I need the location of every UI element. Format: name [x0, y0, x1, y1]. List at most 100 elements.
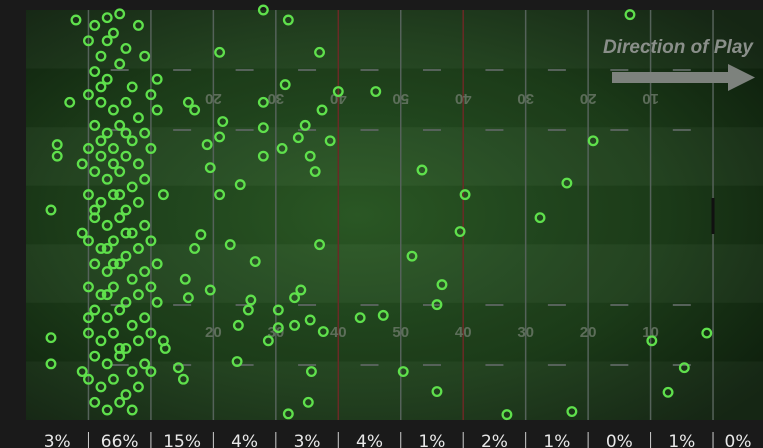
point	[120, 43, 132, 54]
point	[299, 119, 311, 131]
point	[678, 362, 690, 374]
point	[257, 122, 269, 134]
point	[95, 150, 107, 162]
turf-bands	[26, 10, 763, 420]
point	[289, 292, 301, 304]
point	[101, 404, 113, 416]
point	[107, 158, 119, 170]
point	[431, 299, 443, 311]
point	[83, 89, 94, 101]
point	[101, 12, 113, 24]
point	[132, 196, 144, 208]
point	[120, 127, 132, 139]
point	[157, 335, 169, 347]
point	[314, 46, 326, 58]
point	[51, 139, 63, 151]
yard-number: 40	[330, 324, 347, 341]
point	[95, 243, 107, 254]
point	[126, 273, 138, 285]
point	[114, 189, 126, 201]
point	[126, 366, 138, 377]
point	[145, 235, 157, 247]
point	[397, 366, 409, 377]
point	[317, 326, 329, 337]
point	[83, 281, 94, 293]
yard-number: 40	[455, 324, 472, 341]
point	[95, 196, 107, 208]
point	[145, 281, 157, 293]
point	[89, 66, 101, 77]
zone-share: 66%	[101, 432, 139, 448]
point	[217, 116, 229, 127]
point	[214, 131, 226, 143]
point	[177, 373, 189, 385]
point	[304, 150, 316, 162]
point	[101, 173, 113, 185]
point	[45, 358, 57, 370]
point	[120, 204, 132, 216]
point	[101, 243, 113, 254]
yard-number: 20	[580, 324, 597, 341]
point	[107, 189, 119, 201]
point	[95, 381, 107, 393]
zone-share: 3%	[44, 432, 71, 448]
point	[83, 35, 94, 47]
zone-share: 1%	[418, 432, 445, 448]
point	[151, 104, 163, 116]
point	[95, 135, 107, 147]
point	[95, 96, 107, 108]
point	[436, 279, 448, 291]
point	[662, 386, 674, 398]
point	[145, 89, 157, 101]
point	[107, 373, 119, 385]
zone-share: 4%	[231, 432, 258, 448]
point	[83, 327, 94, 339]
point	[231, 356, 243, 367]
point	[201, 139, 213, 151]
point	[95, 81, 107, 93]
point	[179, 273, 191, 285]
point	[89, 119, 101, 131]
point	[107, 143, 119, 154]
point	[101, 358, 113, 370]
point	[101, 266, 113, 277]
point	[101, 35, 113, 47]
point	[377, 309, 389, 321]
point	[145, 327, 157, 339]
point	[234, 179, 246, 191]
point	[257, 150, 269, 162]
point	[70, 14, 82, 26]
point	[76, 227, 88, 239]
point	[534, 212, 546, 224]
point	[279, 79, 291, 91]
point	[182, 96, 194, 108]
yard-number-top: 40	[330, 90, 347, 107]
point	[157, 189, 169, 201]
point	[120, 150, 132, 162]
point	[257, 4, 269, 16]
point	[646, 335, 658, 347]
point	[292, 132, 304, 144]
point	[126, 81, 138, 93]
zone-share: 2%	[481, 432, 508, 448]
point	[126, 227, 138, 239]
turf-band	[26, 127, 763, 186]
point	[282, 408, 294, 420]
point	[95, 289, 107, 301]
point	[189, 104, 201, 116]
point	[316, 104, 328, 116]
point	[245, 294, 257, 306]
point	[120, 343, 132, 354]
point	[214, 189, 226, 201]
point	[305, 366, 317, 377]
point	[249, 256, 261, 267]
point	[145, 143, 157, 154]
point	[83, 189, 94, 201]
point	[309, 166, 321, 177]
point	[454, 226, 466, 237]
point	[107, 258, 119, 270]
point	[45, 204, 57, 216]
point	[139, 266, 151, 277]
